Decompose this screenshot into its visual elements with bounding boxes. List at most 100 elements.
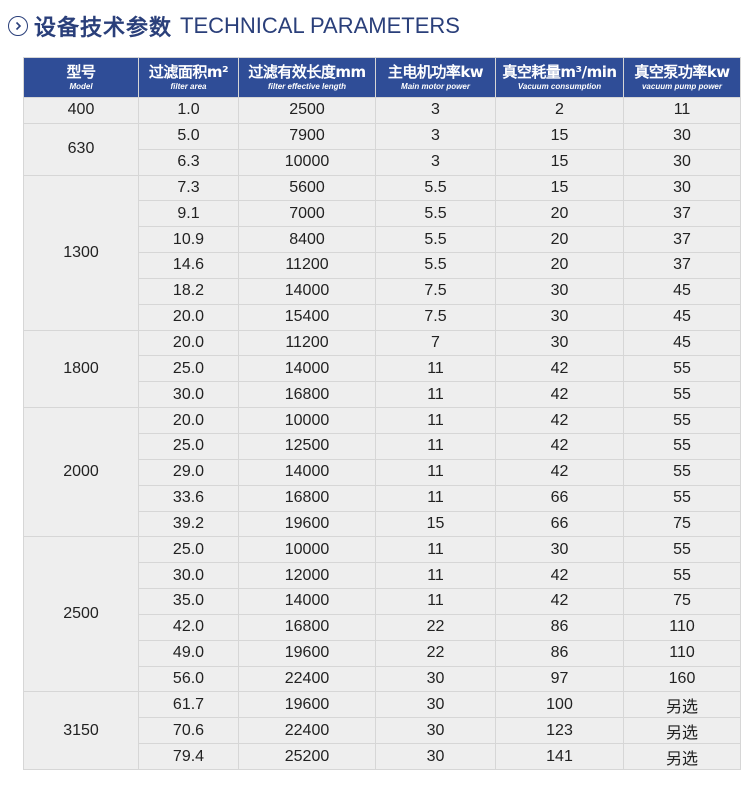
table-cell: 6.3	[138, 148, 239, 176]
table-row: 25.0 12500 11 42 55	[24, 432, 741, 460]
table-cell: 19600	[238, 510, 376, 538]
table-cell: 79.4	[138, 743, 239, 770]
table-cell: 15400	[238, 303, 376, 331]
table-row: 2500 25.0 10000 11 30 55	[23, 536, 741, 693]
table-cell: 11	[375, 381, 496, 409]
table-cell: 16800	[238, 381, 376, 409]
table-cell: 7900	[238, 122, 376, 150]
table-cell: 25200	[238, 743, 376, 770]
table-cell: 22	[375, 613, 496, 641]
column-header-filter-length: 过滤有效长度mm filter effective length	[238, 57, 376, 98]
table-row: 18.2 14000 7.5 30 45	[24, 277, 741, 305]
table-cell: 30.0	[138, 562, 239, 590]
table-row: 6.3 10000 3 15 30	[24, 148, 741, 176]
table-cell: 11200	[238, 252, 376, 279]
table-row: 400 1.0 2500 3 2 11	[23, 97, 741, 124]
table-cell: 42	[495, 458, 624, 486]
table-cell: 2	[495, 97, 624, 124]
table-cell: 另选	[623, 691, 741, 719]
table-cell: 22	[375, 639, 496, 667]
table-cell: 42	[495, 562, 624, 590]
table-cell: 12000	[238, 562, 376, 590]
table-cell: 30	[495, 303, 624, 331]
column-header-main-motor-power: 主电机功率kw Main motor power	[375, 57, 496, 98]
model-cell: 2000	[23, 407, 139, 538]
column-header-sublabel: Main motor power	[401, 82, 470, 91]
table-cell: 75	[623, 588, 741, 615]
table-cell: 10.9	[138, 226, 239, 254]
table-cell: 33.6	[138, 484, 239, 512]
table-cell: 3	[375, 97, 496, 124]
column-header-vacuum-pump-power: 真空泵功率kw vacuum pump power	[623, 57, 741, 98]
column-header-label: 过滤有效长度mm	[248, 63, 366, 81]
table-cell: 30	[495, 277, 624, 305]
table-cell: 42	[495, 381, 624, 409]
table-cell: 30	[623, 122, 741, 150]
column-header-sublabel: filter effective length	[267, 82, 347, 91]
table-cell: 7.5	[375, 303, 496, 331]
table-cell: 110	[623, 639, 741, 667]
column-header-sublabel: Model	[69, 82, 93, 91]
table-cell: 97	[495, 665, 624, 693]
table-cell: 160	[623, 665, 741, 693]
table-cell: 45	[623, 277, 741, 305]
table-cell: 39.2	[138, 510, 239, 538]
table-cell: 49.0	[138, 639, 239, 667]
table-cell: 5.5	[375, 200, 496, 228]
column-header-filter-area: 过滤面积m² filter area	[138, 57, 239, 98]
table-cell: 30	[623, 174, 741, 202]
table-cell: 14.6	[138, 252, 239, 279]
table-cell: 19600	[238, 691, 376, 719]
table-cell: 30	[375, 691, 496, 719]
table-header-row: 型号 Model 过滤面积m² filter area 过滤有效长度mm fil…	[23, 57, 741, 98]
table-cell: 14000	[238, 355, 376, 383]
table-cell: 14000	[238, 458, 376, 486]
model-cell: 1800	[23, 329, 139, 409]
table-cell: 15	[495, 148, 624, 176]
table-cell: 11	[375, 484, 496, 512]
table-cell: 56.0	[138, 665, 239, 693]
table-cell: 61.7	[138, 691, 239, 719]
table-cell: 18.2	[138, 277, 239, 305]
table-row: 56.0 22400 30 97 160	[24, 665, 741, 693]
table-cell: 5.5	[375, 252, 496, 279]
table-cell: 55	[623, 407, 741, 434]
column-header-model: 型号 Model	[23, 57, 139, 98]
table-cell: 45	[623, 329, 741, 357]
table-cell: 16800	[238, 613, 376, 641]
table-cell: 8400	[238, 226, 376, 254]
table-body: 400 1.0 2500 3 2 11 630 5.0 7900 3 15 30 6.3 10000 3 15…	[23, 97, 741, 770]
table-cell: 70.6	[138, 717, 239, 745]
table-row: 14.6 11200 5.5 20 37	[24, 252, 741, 279]
table-cell: 11	[375, 588, 496, 615]
table-cell: 2500	[238, 97, 376, 124]
table-row: 29.0 14000 11 42 55	[24, 458, 741, 486]
table-cell: 42.0	[138, 613, 239, 641]
table-cell: 5.0	[138, 122, 239, 150]
table-row: 49.0 19600 22 86 110	[24, 639, 741, 667]
table-cell: 30	[375, 743, 496, 770]
table-cell: 20	[495, 200, 624, 228]
table-row: 20.0 15400 7.5 30 45	[24, 303, 741, 331]
table-cell: 15	[495, 122, 624, 150]
model-cell: 1300	[23, 174, 139, 331]
table-cell: 25.0	[138, 536, 239, 564]
table-cell: 15	[495, 174, 624, 202]
table-cell: 20	[495, 226, 624, 254]
table-cell: 7.3	[138, 174, 239, 202]
table-cell: 11	[375, 432, 496, 460]
table-cell: 110	[623, 613, 741, 641]
table-cell: 11	[375, 458, 496, 486]
table-cell: 55	[623, 458, 741, 486]
table-cell: 37	[623, 200, 741, 228]
table-cell: 37	[623, 252, 741, 279]
table-cell: 25.0	[138, 355, 239, 383]
table-cell: 11	[375, 562, 496, 590]
table-cell: 10000	[238, 407, 376, 434]
table-cell: 42	[495, 355, 624, 383]
table-cell: 5.5	[375, 226, 496, 254]
technical-parameters-table: 型号 Model 过滤面积m² filter area 过滤有效长度mm fil…	[23, 57, 741, 770]
table-cell: 11	[375, 407, 496, 434]
table-cell: 42	[495, 432, 624, 460]
table-cell: 1.0	[138, 97, 239, 124]
